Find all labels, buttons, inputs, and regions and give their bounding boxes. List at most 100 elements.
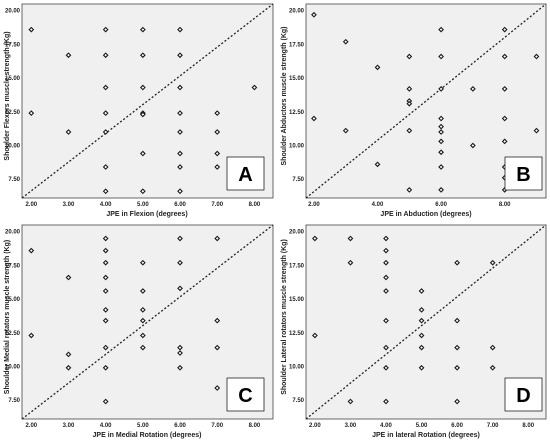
data-point <box>418 288 425 294</box>
data-point <box>383 317 389 324</box>
data-point <box>347 398 354 405</box>
y-tick-label: 17.50 <box>289 263 305 269</box>
y-tick-labels: 7.50 10.00 12.50 15.00 17.50 20.00 <box>289 9 305 183</box>
y-tick-label: 15.00 <box>289 76 305 82</box>
data-point <box>139 188 146 195</box>
y-tick-label: 15.00 <box>289 297 305 303</box>
data-point <box>177 150 183 157</box>
data-point <box>214 129 221 135</box>
data-point <box>65 364 72 371</box>
y-tick-label: 20.00 <box>5 9 21 15</box>
y-tick-label: 12.50 <box>289 331 305 337</box>
y-tick-label: 12.50 <box>5 110 21 116</box>
chart-panel-c: Shoulder Medial rotators muscle strength… <box>0 221 275 441</box>
data-point <box>312 235 318 242</box>
data-point <box>406 127 413 134</box>
x-tick-label: 5.00 <box>416 423 428 429</box>
y-tick-label: 20.00 <box>289 230 305 236</box>
chart-svg-c: Shoulder Medial rotators muscle strength… <box>4 224 274 439</box>
data-point <box>139 52 146 59</box>
data-point <box>406 100 413 107</box>
data-point <box>438 53 444 60</box>
x-axis-label: JPE in Flexion (degrees) <box>106 211 187 218</box>
data-point <box>139 84 146 91</box>
y-tick-label: 10.00 <box>289 364 305 370</box>
chart-svg-b: Shoulder Abductors muscle strength (Kg) … <box>281 3 547 218</box>
data-point <box>383 235 389 242</box>
data-point <box>214 235 221 242</box>
data-point <box>501 26 508 33</box>
x-tick-label: 6.00 <box>174 423 186 429</box>
data-point <box>501 53 508 60</box>
data-point <box>177 259 183 266</box>
data-point <box>102 274 109 281</box>
y-tick-label: 10.00 <box>5 364 21 370</box>
x-tick-labels: 2.00 4.00 6.00 8.00 <box>308 202 511 208</box>
y-tick-labels: 7.50 10.00 12.50 15.00 17.50 20.00 <box>289 230 305 404</box>
data-point <box>418 332 425 339</box>
data-point <box>438 187 444 193</box>
panel-letter: C <box>238 385 252 407</box>
data-point <box>214 164 221 170</box>
data-point <box>454 259 460 266</box>
x-tick-label: 4.00 <box>100 423 112 429</box>
x-tick-label: 3.00 <box>345 423 357 429</box>
data-point <box>470 85 476 92</box>
x-tick-label: 2.00 <box>25 202 37 208</box>
data-point <box>139 26 146 33</box>
y-tick-label: 20.00 <box>5 230 21 236</box>
x-tick-label: 8.00 <box>499 202 511 208</box>
y-axis-label: Shoulder Medial rotators muscle strength… <box>4 240 11 394</box>
x-tick-label: 2.00 <box>309 423 321 429</box>
data-point <box>438 149 444 156</box>
data-point <box>177 129 183 135</box>
data-point <box>383 398 389 405</box>
data-point <box>28 247 35 254</box>
data-point <box>177 164 183 170</box>
data-point <box>438 164 444 170</box>
data-point <box>102 164 109 170</box>
data-point <box>347 235 354 242</box>
y-tick-label: 7.50 <box>292 398 304 404</box>
data-point <box>347 259 354 266</box>
data-point <box>102 306 109 313</box>
x-tick-label: 5.00 <box>137 423 149 429</box>
data-point <box>139 288 146 294</box>
data-point <box>177 285 183 292</box>
data-point <box>102 364 109 371</box>
data-point <box>454 364 460 371</box>
data-point <box>383 259 389 266</box>
data-point <box>406 187 413 193</box>
data-point <box>102 188 109 195</box>
reference-line <box>21 224 274 420</box>
reference-line <box>21 3 274 199</box>
data-point <box>177 350 183 356</box>
data-point <box>214 344 221 351</box>
data-point <box>214 385 221 391</box>
data-point <box>311 115 317 122</box>
data-point <box>28 110 35 117</box>
data-point <box>177 110 183 117</box>
panel-letter-box <box>226 377 265 412</box>
x-tick-label: 8.00 <box>522 423 534 429</box>
y-tick-label: 12.50 <box>5 331 21 337</box>
x-tick-labels: 2.00 3.00 4.00 5.00 6.00 7.00 8.00 <box>25 202 260 208</box>
data-point <box>470 142 476 149</box>
panel-letter: A <box>238 164 252 186</box>
data-point <box>383 344 389 351</box>
x-tick-labels: 2.00 3.00 4.00 5.00 6.00 7.00 8.00 <box>25 423 260 429</box>
data-point <box>177 52 183 59</box>
y-tick-label: 20.00 <box>289 9 305 15</box>
panel-letter: D <box>516 385 530 407</box>
data-point <box>139 259 146 266</box>
data-point <box>383 288 389 294</box>
data-point <box>65 129 72 135</box>
x-tick-label: 4.00 <box>372 202 384 208</box>
x-tick-label: 2.00 <box>308 202 320 208</box>
data-point <box>65 351 72 358</box>
data-point <box>312 332 318 339</box>
data-point <box>139 344 146 351</box>
data-point <box>342 38 349 45</box>
data-point <box>454 398 460 405</box>
x-tick-label: 6.00 <box>174 202 186 208</box>
